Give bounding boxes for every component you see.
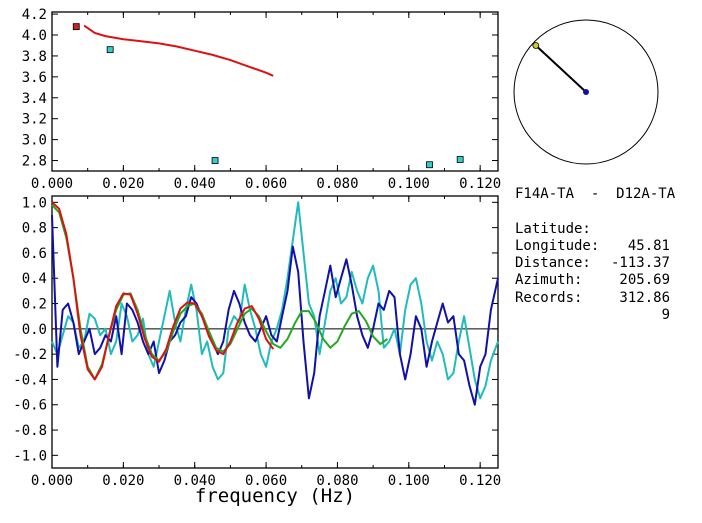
y-tick-label: 4.0 — [22, 28, 47, 44]
x-tick-label: 0.060 — [245, 176, 287, 192]
y-tick-label: 4.2 — [22, 7, 47, 23]
x-tick-label: 0.040 — [174, 473, 216, 489]
info-row-latitude: Latitude: 45.81 — [515, 203, 700, 254]
series-line-blue-observed — [51, 214, 499, 406]
x-tick-label: 0.080 — [316, 473, 358, 489]
info-label: Records: — [515, 289, 583, 306]
x-tick-label: 0.020 — [102, 473, 144, 489]
y-tick-label: -0.6 — [13, 398, 47, 414]
info-row-azimuth: Azimuth: 312.86 — [515, 255, 700, 305]
plot-frame — [51, 11, 499, 172]
x-tick-label: 0.080 — [316, 176, 358, 192]
info-row-distance: Distance: 205.69 — [515, 238, 700, 288]
bottom-coherence-plot: 0.000 0.020 0.040 0.060 0.080 0.100 0.120 1.0 0.… — [13, 195, 501, 507]
info-value: 9 — [661, 307, 670, 324]
x-tick-label: 0.040 — [174, 176, 216, 192]
y-tick-label: 1.0 — [22, 195, 47, 211]
y-tick-label: -0.4 — [13, 372, 47, 388]
data-point — [211, 157, 219, 164]
top-phase-velocity-plot: 0.000 0.020 0.040 0.060 0.080 0.100 0.120 2.8 3.… — [22, 7, 502, 192]
y-tick-label: 3.2 — [22, 112, 47, 128]
x-tick-label: 0.120 — [459, 176, 501, 192]
data-point — [72, 23, 80, 31]
info-label: Latitude: — [515, 220, 591, 237]
series-line-red-fit — [51, 201, 275, 381]
info-label: Azimuth: — [515, 272, 583, 289]
x-axis-label: frequency (Hz) — [195, 485, 355, 507]
y-tick-label: 0.4 — [22, 271, 47, 287]
y-tick-label: 0.2 — [22, 297, 47, 313]
info-value: 205.69 — [619, 272, 670, 289]
info-label: Distance: — [515, 255, 591, 272]
info-row-longitude: Longitude: -113.37 — [515, 221, 700, 271]
station-info-panel: F14A-TA - D12A-TA Latitude: 45.81 Longit… — [515, 186, 700, 323]
data-point — [106, 46, 114, 54]
x-tick-label: 0.100 — [388, 176, 430, 192]
azimuth-needle — [535, 44, 587, 93]
x-tick-label: 0.120 — [459, 473, 501, 489]
info-value: 45.81 — [627, 237, 670, 254]
fit-line — [83, 24, 274, 77]
azimuth-dial — [513, 19, 659, 165]
x-tick-label: 0.000 — [31, 176, 73, 192]
x-tick-label: 0.000 — [31, 473, 73, 489]
x-tick-label: 0.020 — [102, 176, 144, 192]
y-tick-label: 0.0 — [22, 322, 47, 338]
dial-circle — [513, 19, 659, 165]
info-value: 312.86 — [619, 289, 670, 306]
y-tick-label: -1.0 — [13, 448, 47, 464]
plot-frame — [51, 195, 499, 469]
y-tick-label: 0.6 — [22, 246, 47, 262]
info-label: Longitude: — [515, 237, 600, 254]
y-tick-label: 3.8 — [22, 49, 47, 65]
station-pair-label: F14A-TA - D12A-TA — [515, 186, 676, 202]
dial-center-dot — [583, 89, 589, 95]
y-tick-label: -0.8 — [13, 423, 47, 439]
azimuth-tip-dot — [532, 42, 540, 49]
y-tick-label: -0.2 — [13, 347, 47, 363]
x-tick-label: 0.060 — [245, 473, 287, 489]
x-tick-label: 0.100 — [388, 473, 430, 489]
y-tick-label: 2.8 — [22, 154, 47, 170]
y-tick-label: 3.6 — [22, 70, 47, 86]
data-point — [426, 161, 433, 169]
y-tick-label: 3.0 — [22, 133, 47, 149]
info-row-records: Records: 9 — [515, 272, 700, 323]
data-point — [456, 156, 464, 163]
y-tick-label: 0.8 — [22, 221, 47, 237]
y-tick-label: 3.4 — [22, 91, 47, 107]
info-value: -113.37 — [610, 255, 670, 272]
